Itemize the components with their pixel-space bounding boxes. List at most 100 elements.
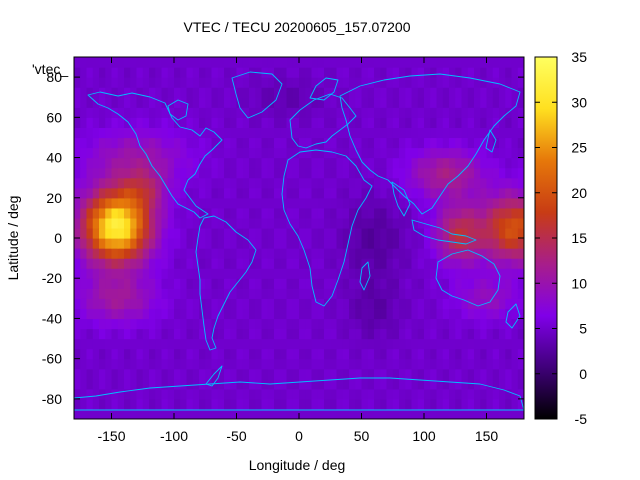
heatmap-cell <box>492 388 500 400</box>
x-axis-label: Longitude / deg <box>249 457 346 473</box>
heatmap-cell <box>111 288 119 299</box>
heatmap-cell <box>467 127 475 139</box>
heatmap-cell <box>124 378 131 390</box>
heatmap-cell <box>386 308 394 320</box>
heatmap-cell <box>361 348 369 360</box>
heatmap-cell <box>386 217 394 229</box>
heatmap-cell <box>224 187 231 199</box>
heatmap-cell <box>174 117 181 128</box>
heatmap-cell <box>505 157 513 169</box>
heatmap-cell <box>374 258 381 269</box>
heatmap-cell <box>186 388 194 400</box>
heatmap-cell <box>217 358 225 370</box>
heatmap-cell <box>455 127 463 139</box>
heatmap-cell <box>424 288 431 299</box>
heatmap-cell <box>136 137 144 149</box>
heatmap-cell <box>249 57 256 68</box>
heatmap-cell <box>105 217 113 229</box>
heatmap-cell <box>130 67 138 78</box>
heatmap-cell <box>336 298 344 309</box>
heatmap-cell <box>392 248 400 259</box>
heatmap-cell <box>80 258 88 269</box>
heatmap-cell <box>236 338 244 350</box>
heatmap-cell <box>349 368 356 380</box>
heatmap-cell <box>505 348 513 360</box>
heatmap-cell <box>99 338 106 350</box>
heatmap-cell <box>311 308 319 320</box>
heatmap-cell <box>149 308 156 320</box>
heatmap-cell <box>230 338 238 350</box>
heatmap-cell <box>192 388 200 400</box>
heatmap-cell <box>305 157 313 169</box>
heatmap-cell <box>317 187 325 199</box>
heatmap-cell <box>117 258 125 269</box>
heatmap-cell <box>86 187 94 199</box>
heatmap-cell <box>317 378 325 390</box>
coast-antarctic-peninsula <box>205 365 223 387</box>
heatmap-cell <box>280 258 288 269</box>
heatmap-cell <box>211 217 219 229</box>
heatmap-cell <box>436 318 444 330</box>
heatmap-cell <box>186 97 194 108</box>
heatmap-cell <box>261 288 269 299</box>
heatmap-cell <box>436 268 444 279</box>
heatmap-cell <box>199 87 206 98</box>
heatmap-cell <box>192 268 200 279</box>
heatmap-cell <box>180 358 188 370</box>
heatmap-cell <box>155 117 163 128</box>
heatmap-cell <box>192 57 200 68</box>
heatmap-cell <box>399 67 406 78</box>
heatmap-cell <box>199 217 206 229</box>
heatmap-cell <box>361 127 369 139</box>
heatmap-cell <box>142 358 150 370</box>
heatmap-cell <box>442 378 450 390</box>
heatmap-cell <box>486 117 494 128</box>
heatmap-cell <box>442 187 450 199</box>
heatmap-cell <box>517 298 524 309</box>
heatmap-cell <box>199 157 206 169</box>
heatmap-cell <box>142 268 150 279</box>
heatmap-cell <box>236 288 244 299</box>
heatmap-cell <box>292 107 300 118</box>
coast-japan <box>485 129 497 153</box>
heatmap-cell <box>430 358 438 370</box>
heatmap-cell <box>280 77 288 88</box>
heatmap-cell <box>505 238 513 249</box>
heatmap-cell <box>230 137 238 149</box>
heatmap-cell <box>517 398 524 410</box>
heatmap-cell <box>499 348 506 360</box>
heatmap-cell <box>186 197 194 209</box>
heatmap-cell <box>311 368 319 380</box>
heatmap-cell <box>399 288 406 299</box>
heatmap-cell <box>342 318 350 330</box>
heatmap-cell <box>442 127 450 139</box>
heatmap-cell <box>299 187 306 199</box>
heatmap-cell <box>274 348 281 360</box>
heatmap-cell <box>355 238 363 249</box>
heatmap-cell <box>386 127 394 139</box>
heatmap-cell <box>167 107 175 118</box>
heatmap-cell <box>267 258 275 269</box>
heatmap-cell <box>111 207 119 219</box>
heatmap-cell <box>99 147 106 159</box>
heatmap-cell <box>211 308 219 320</box>
heatmap-cell <box>386 238 394 249</box>
heatmap-cell <box>86 97 94 108</box>
heatmap-cell <box>330 358 338 370</box>
heatmap-cell <box>342 328 350 340</box>
heatmap-cell <box>299 348 306 360</box>
heatmap-cell <box>105 348 113 360</box>
heatmap-cell <box>405 328 413 340</box>
heatmap-cell <box>117 157 125 169</box>
heatmap-cell <box>336 137 344 149</box>
heatmap-cell <box>361 388 369 400</box>
heatmap-cell <box>117 187 125 199</box>
heatmap-cell <box>411 57 419 68</box>
heatmap-cell <box>399 238 406 249</box>
heatmap-cell <box>324 147 331 159</box>
coast-india <box>391 181 411 217</box>
heatmap-cell <box>211 207 219 219</box>
heatmap-cell <box>505 117 513 128</box>
heatmap-cell <box>367 147 375 159</box>
heatmap-cell <box>80 137 88 149</box>
